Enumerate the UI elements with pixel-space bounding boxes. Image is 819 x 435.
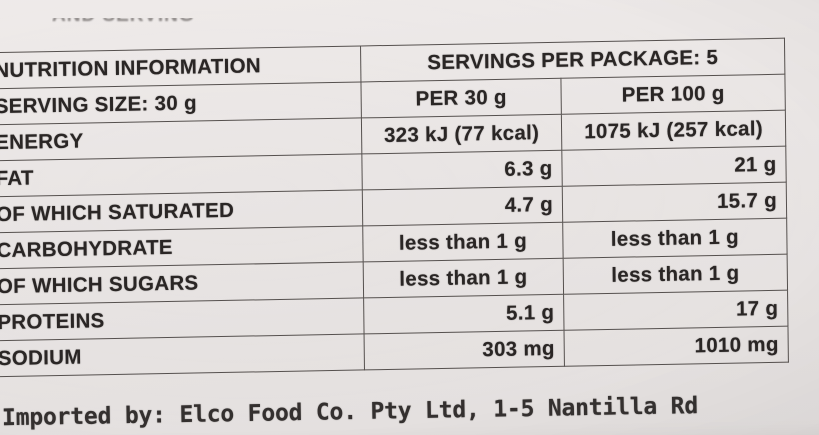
cut-off-top-text: AND SERVING — [52, 18, 282, 34]
value-saturated-per-100g: 15.7 g — [562, 182, 787, 223]
column-header-per-serving: PER 30 g — [360, 78, 562, 118]
value-proteins-per-serving: 5.1 g — [363, 294, 565, 334]
nutrition-information-table: NUTRITION INFORMATION SERVINGS PER PACKA… — [0, 38, 789, 378]
value-carbohydrate-per-serving: less than 1 g — [362, 222, 564, 262]
value-energy-per-serving: 323 kJ (77 kcal) — [361, 114, 562, 154]
value-fat-per-serving: 6.3 g — [361, 150, 563, 190]
value-sugars-per-serving: less than 1 g — [363, 258, 564, 298]
value-carbohydrate-per-100g: less than 1 g — [562, 218, 788, 259]
value-sugars-per-100g: less than 1 g — [563, 254, 788, 295]
cut-off-top-text-value: AND SERVING — [52, 18, 282, 27]
value-fat-per-100g: 21 g — [561, 146, 787, 187]
nutrient-name-sodium: SODIUM — [0, 333, 365, 377]
value-sodium-per-serving: 303 mg — [364, 330, 565, 370]
value-energy-per-100g: 1075 kJ (257 kcal) — [561, 110, 786, 151]
value-sodium-per-100g: 1010 mg — [564, 326, 789, 367]
value-proteins-per-100g: 17 g — [563, 290, 788, 331]
value-saturated-per-serving: 4.7 g — [362, 186, 563, 226]
column-header-per-100g: PER 100 g — [560, 74, 786, 115]
